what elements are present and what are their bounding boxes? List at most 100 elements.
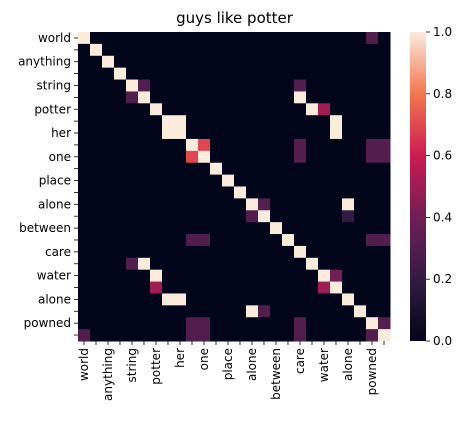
heatmap-cell xyxy=(318,67,331,81)
heatmap-cell xyxy=(198,67,211,81)
heatmap-cell xyxy=(186,138,199,152)
heatmap-cell xyxy=(342,305,355,318)
heatmap-cell xyxy=(330,174,343,187)
heatmap-cell xyxy=(210,162,223,176)
heatmap-cell xyxy=(306,79,319,92)
heatmap-cell xyxy=(78,245,91,259)
heatmap-cell xyxy=(210,127,223,140)
heatmap-cell xyxy=(234,32,247,45)
heatmap-cell xyxy=(282,67,295,81)
heatmap-cell xyxy=(222,67,235,81)
heatmap-cell xyxy=(318,43,331,57)
heatmap-cell xyxy=(234,91,247,104)
heatmap-cell xyxy=(282,186,295,199)
heatmap-cell xyxy=(150,67,163,81)
y-tick-label: alone xyxy=(38,197,71,211)
heatmap-cell xyxy=(258,79,271,92)
heatmap-cell xyxy=(294,269,307,283)
heatmap-cell xyxy=(150,162,163,176)
colorbar-tick-label: 0.2 xyxy=(433,272,452,286)
heatmap-cell xyxy=(342,186,355,199)
heatmap-cell xyxy=(78,138,91,152)
heatmap-cell xyxy=(246,222,259,235)
heatmap-cell xyxy=(90,150,103,164)
heatmap-cell xyxy=(150,269,163,283)
heatmap-cell xyxy=(318,269,331,283)
heatmap-cell xyxy=(378,269,391,283)
heatmap-cell xyxy=(198,103,211,116)
heatmap-cell xyxy=(258,234,271,247)
heatmap-cell xyxy=(90,257,103,271)
heatmap-cell xyxy=(270,210,283,223)
heatmap-cell xyxy=(270,55,283,69)
heatmap-cell xyxy=(78,55,91,69)
heatmap-cell xyxy=(126,269,139,283)
x-tick-label: alone xyxy=(341,348,355,381)
heatmap-cell xyxy=(222,198,235,211)
heatmap-cell xyxy=(90,79,103,92)
heatmap-cell xyxy=(186,269,199,283)
heatmap-cell xyxy=(102,186,115,199)
heatmap-cell xyxy=(318,150,331,164)
heatmap-cell xyxy=(174,329,187,342)
heatmap-cell xyxy=(330,186,343,199)
heatmap-cell xyxy=(150,305,163,318)
heatmap-cell xyxy=(138,55,151,69)
heatmap-cell xyxy=(342,79,355,92)
heatmap-cell xyxy=(378,317,391,330)
heatmap-cell xyxy=(270,245,283,259)
heatmap-cell xyxy=(186,103,199,116)
heatmap-cell xyxy=(294,32,307,45)
heatmap-cell xyxy=(186,91,199,104)
heatmap-cell xyxy=(198,329,211,342)
heatmap-cell xyxy=(246,305,259,318)
heatmap-cell xyxy=(330,210,343,223)
heatmap-cell xyxy=(174,79,187,92)
heatmap-cell xyxy=(246,317,259,330)
heatmap-cell xyxy=(162,55,175,69)
heatmap-cell xyxy=(138,127,151,140)
heatmap-cell xyxy=(246,127,259,140)
heatmap-cell xyxy=(186,281,199,294)
heatmap-cell xyxy=(222,269,235,283)
heatmap-cell xyxy=(354,91,367,104)
heatmap-cell xyxy=(210,293,223,306)
heatmap-cell xyxy=(234,257,247,271)
heatmap-cell xyxy=(174,127,187,140)
heatmap-cell xyxy=(318,79,331,92)
heatmap-cell xyxy=(354,281,367,294)
heatmap-cell xyxy=(186,245,199,259)
chart-title: guys like potter xyxy=(176,9,294,27)
heatmap-cell xyxy=(330,138,343,152)
heatmap-cell xyxy=(294,55,307,69)
y-tick-label: world xyxy=(38,31,71,45)
heatmap-cell xyxy=(198,127,211,140)
heatmap-cell xyxy=(90,317,103,330)
heatmap-cell xyxy=(330,305,343,318)
heatmap-cell xyxy=(174,293,187,306)
heatmap-cell xyxy=(378,91,391,104)
heatmap-cell xyxy=(282,115,295,128)
heatmap-cell xyxy=(330,79,343,92)
heatmap-cell xyxy=(162,150,175,164)
heatmap-cell xyxy=(378,67,391,81)
heatmap-cell xyxy=(102,174,115,187)
heatmap-cell xyxy=(258,150,271,164)
heatmap-cell xyxy=(210,67,223,81)
heatmap-cell xyxy=(342,234,355,247)
heatmap-cell xyxy=(126,150,139,164)
heatmap-cell xyxy=(114,127,127,140)
heatmap-cell xyxy=(366,150,379,164)
heatmap-cell xyxy=(234,103,247,116)
heatmap-cell xyxy=(222,281,235,294)
heatmap-cell xyxy=(162,174,175,187)
heatmap-cell xyxy=(174,43,187,57)
heatmap-cell xyxy=(330,222,343,235)
heatmap-cell xyxy=(138,79,151,92)
heatmap-cell xyxy=(162,257,175,271)
heatmap-cell xyxy=(234,150,247,164)
heatmap-cell xyxy=(198,222,211,235)
heatmap-cell xyxy=(354,245,367,259)
heatmap-cell xyxy=(258,210,271,223)
heatmap-cell xyxy=(210,79,223,92)
